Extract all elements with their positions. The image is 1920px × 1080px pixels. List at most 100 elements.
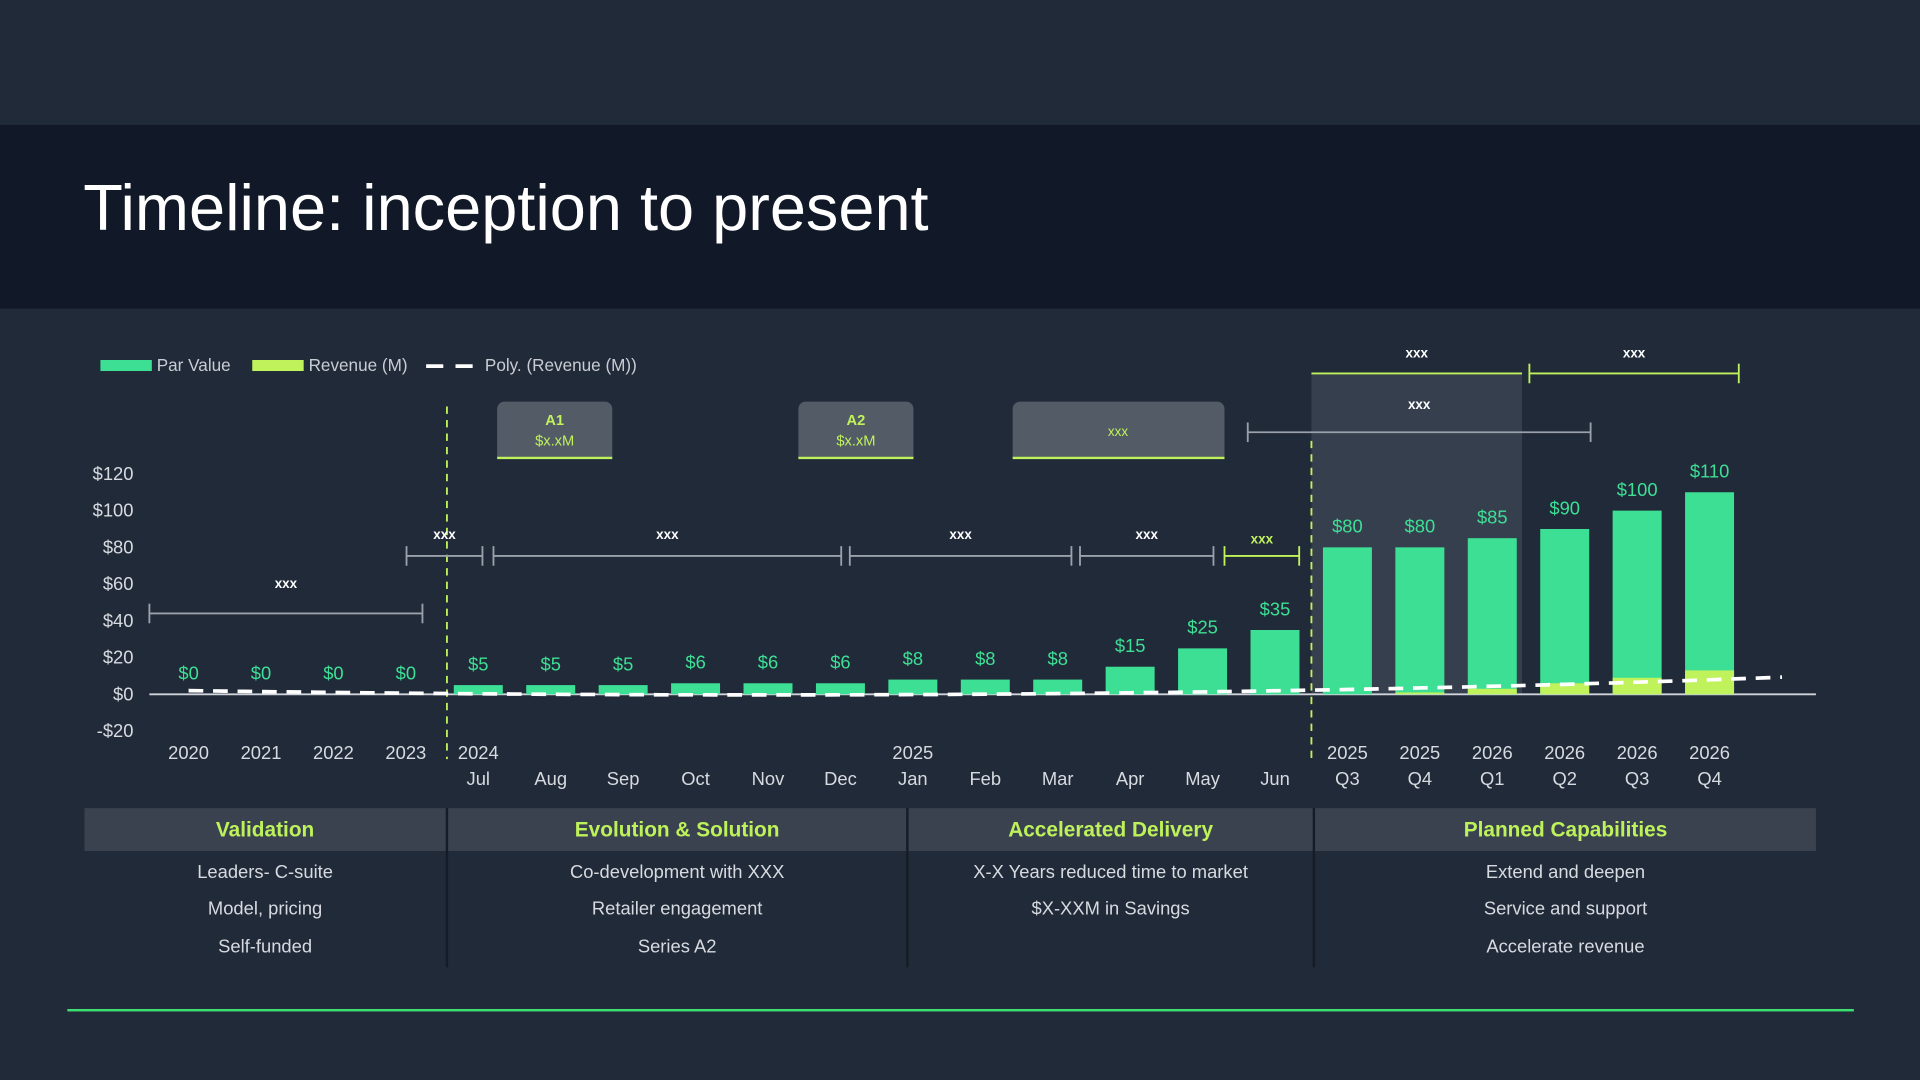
bar-par-value (1322, 547, 1372, 695)
poly-trendline (188, 675, 1783, 697)
data-label: $8 (903, 648, 923, 669)
bar-par-value (1467, 538, 1517, 695)
data-label: $90 (1549, 497, 1580, 518)
timeline-bracket: xxx (405, 527, 484, 566)
phase-item: Model, pricing (207, 899, 323, 920)
phase-evolution: Evolution & Solution Co-development with… (448, 808, 909, 968)
bracket-label: xxx (1623, 346, 1646, 361)
bar-par-value (526, 685, 576, 695)
data-label: $0 (396, 663, 416, 684)
x-year-label: 2024 (458, 742, 499, 763)
data-label: $25 (1187, 617, 1218, 638)
x-year-label: 2025 (892, 742, 933, 763)
phase-title: Accelerated Delivery (908, 808, 1313, 852)
bracket-label: xxx (656, 527, 679, 542)
x-tick-label: Aug (534, 768, 567, 789)
bar-par-value (1105, 666, 1155, 695)
phase-item: Self-funded (218, 936, 313, 958)
phase-title: Evolution & Solution (448, 808, 907, 852)
bracket-label: xxx (1408, 397, 1431, 412)
x-year-label: 2026 (1544, 742, 1585, 763)
phase-item: Accelerate revenue (1486, 936, 1645, 958)
data-label: $6 (830, 652, 850, 673)
data-label: $0 (178, 663, 198, 684)
timeline-bracket: xxx (1079, 527, 1215, 566)
x-tick-label: Q3 (1335, 768, 1360, 789)
data-label: $0 (323, 663, 343, 684)
data-label: $6 (758, 652, 778, 673)
x-tick-label: Q3 (1625, 768, 1650, 789)
x-tick-label: Jul (467, 768, 490, 789)
bar-revenue (1540, 683, 1590, 695)
phase-title: Planned Capabilities (1315, 808, 1816, 852)
phase-item: Co-development with XXX (569, 861, 785, 883)
y-tick-label: $20 (103, 647, 134, 668)
x-year-label: 2026 (1617, 742, 1658, 763)
phase-planned-capabilities: Planned Capabilities Extend and deepen S… (1315, 808, 1816, 967)
data-label: $80 (1405, 516, 1436, 537)
x-year-label: 2025 (1327, 742, 1368, 763)
phase-title: Validation (84, 808, 446, 852)
data-label: $0 (251, 663, 271, 684)
x-tick-label: Oct (681, 768, 710, 789)
funding-label: A1 (545, 413, 564, 429)
bar-par-value (1033, 679, 1083, 695)
page-title: Timeline: inception to present (83, 172, 929, 245)
x-tick-label: 2020 (168, 742, 209, 763)
x-year-label: 2026 (1472, 742, 1513, 763)
data-label: $8 (975, 648, 995, 669)
phase-accelerated-delivery: Accelerated Delivery X-X Years reduced t… (908, 808, 1316, 968)
timeline-bracket: xxx (848, 527, 1073, 566)
legend-swatch-par-value (100, 360, 152, 372)
timeline-bracket: xxx (1246, 397, 1592, 443)
timeline-bracket: xxx (1311, 346, 1523, 375)
legend-label-par-value: Par Value (157, 355, 231, 375)
x-tick-label: May (1185, 768, 1221, 789)
data-label: $80 (1332, 516, 1363, 537)
bracket-label: xxx (1136, 527, 1159, 542)
data-label: $35 (1260, 598, 1291, 619)
bar-par-value (1178, 648, 1228, 695)
x-tick-label: 2022 (313, 742, 354, 763)
bar-par-value (1612, 510, 1662, 695)
legend-swatch-revenue (252, 360, 304, 372)
x-tick-label: Nov (752, 768, 785, 789)
bar-par-value (598, 685, 648, 695)
data-label: $5 (613, 653, 633, 674)
timeline-bracket: xxx (148, 576, 424, 624)
bar-par-value (888, 679, 938, 695)
data-label: $110 (1690, 461, 1729, 482)
x-tick-label: Q4 (1697, 768, 1722, 789)
funding-box-next: xxx (1012, 401, 1225, 460)
funding-value: $x.xM (836, 434, 875, 450)
bar-par-value (1250, 630, 1300, 695)
bar-par-value (1395, 547, 1445, 695)
x-tick-label: Jan (898, 768, 928, 789)
phase-item: $X-XXM in Savings (1031, 899, 1190, 920)
y-tick-label: $60 (103, 573, 134, 594)
x-tick-label: Jun (1260, 768, 1290, 789)
data-label: $5 (541, 653, 561, 674)
funding-box-a2: A2 $x.xM (798, 401, 914, 460)
y-tick-label: $120 (93, 463, 134, 484)
x-year-label: 2026 (1689, 742, 1730, 763)
y-tick-label: -$20 (97, 720, 134, 741)
phase-item: Retailer engagement (591, 899, 763, 920)
bottom-divider (67, 1008, 1854, 1012)
funding-value: $x.xM (535, 434, 574, 450)
bar-par-value (1685, 492, 1735, 695)
bracket-label: xxx (433, 527, 456, 542)
y-tick-label: $80 (103, 536, 134, 557)
data-label: $8 (1048, 648, 1068, 669)
bar-par-value (453, 685, 503, 695)
phase-item: X-X Years reduced time to market (973, 861, 1248, 883)
bar-revenue (1467, 688, 1517, 695)
bar-par-value (960, 679, 1010, 695)
funding-box-a1: A1 $x.xM (497, 401, 613, 460)
y-tick-label: $0 (113, 683, 133, 704)
y-tick-label: $100 (93, 500, 134, 521)
bracket-label: xxx (275, 576, 298, 591)
bar-par-value (671, 683, 721, 695)
